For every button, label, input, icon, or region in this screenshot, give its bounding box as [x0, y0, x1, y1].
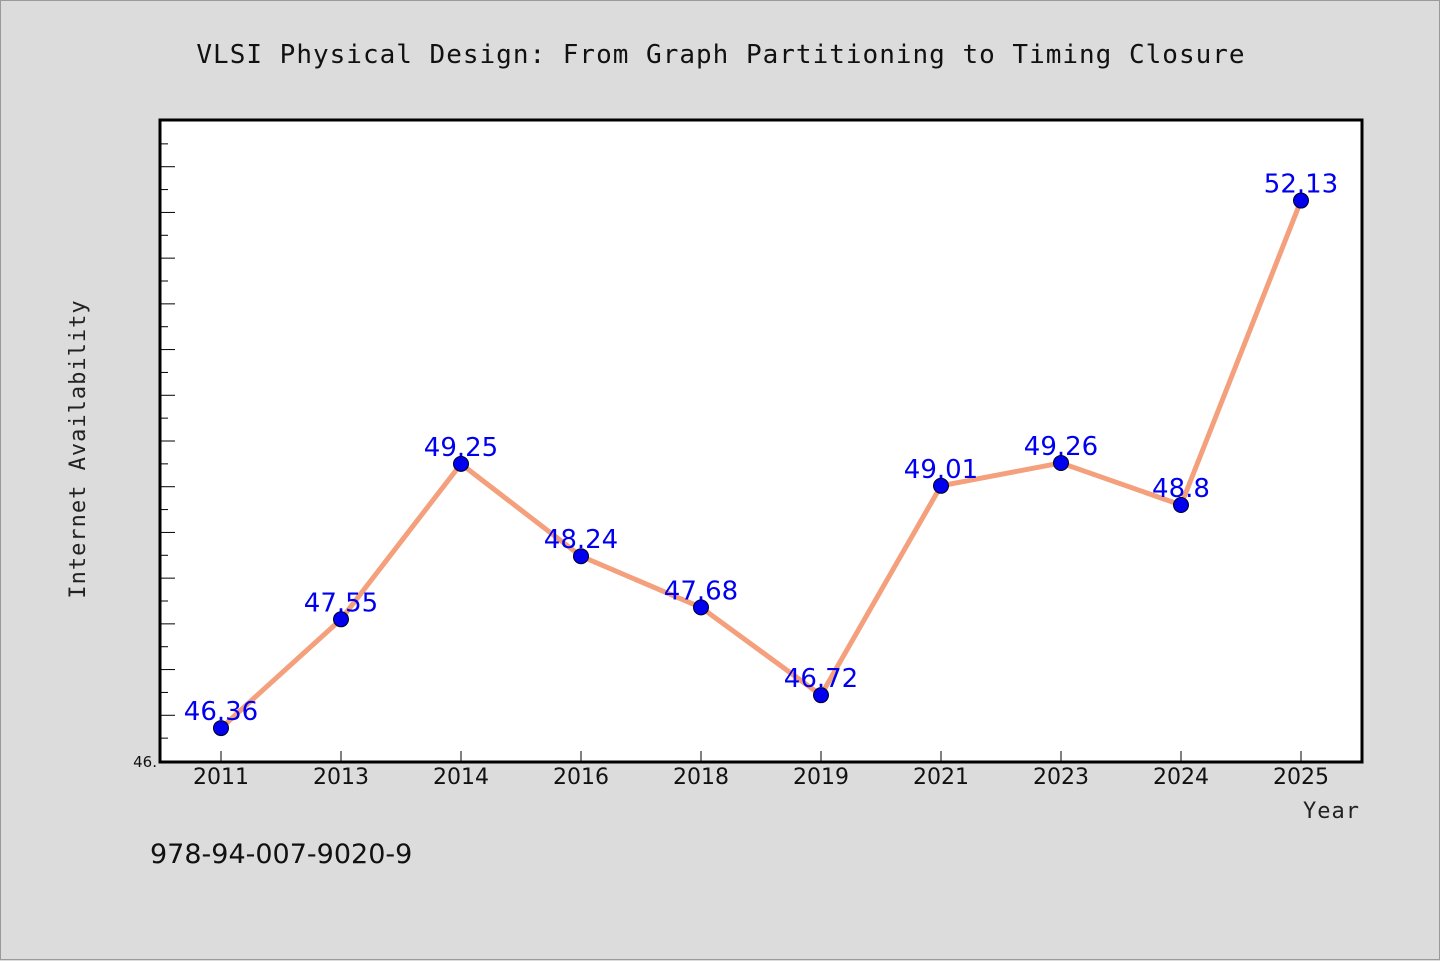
x-tick-label: 2025 — [1273, 765, 1329, 790]
x-axis-tick-labels: 2011 2013 2014 2016 2018 2019 2021 2023 2024 2025 — [193, 765, 1329, 790]
x-tick-label: 2014 — [433, 765, 489, 790]
x-axis-ticks — [220, 751, 1302, 761]
x-tick-label: 2019 — [793, 765, 849, 790]
data-point — [573, 548, 589, 565]
y-tick-label: 46. — [133, 753, 157, 771]
data-label: 49.26 — [1024, 432, 1098, 462]
data-point — [1293, 192, 1309, 209]
data-labels: 46.36 47.55 49.25 48.24 47.68 46.72 49.01 49.26… — [184, 170, 1338, 728]
y-axis-tick-labels: 46. — [133, 753, 157, 771]
data-point — [213, 720, 229, 737]
data-label: 49.25 — [424, 433, 498, 463]
series-line — [218, 198, 1304, 731]
x-tick-label: 2011 — [193, 765, 249, 790]
data-point — [933, 477, 949, 494]
x-axis-label: Year — [1303, 799, 1360, 824]
data-point — [1173, 497, 1189, 513]
data-label: 48.24 — [544, 525, 618, 555]
x-tick-label: 2021 — [913, 765, 969, 790]
data-point — [333, 611, 349, 628]
x-tick-label: 2016 — [553, 765, 609, 790]
data-label: 47.55 — [304, 588, 378, 618]
data-label: 46.72 — [784, 664, 858, 694]
y-axis-label: Internet Availability — [66, 299, 91, 598]
data-label: 52.13 — [1264, 170, 1338, 200]
data-label: 47.68 — [664, 576, 738, 606]
data-label: 46.36 — [184, 697, 258, 727]
chart-title: VLSI Physical Design: From Graph Partiti… — [196, 40, 1245, 70]
x-tick-label: 2024 — [1153, 765, 1209, 790]
data-label: 48.8 — [1152, 474, 1210, 504]
data-label: 49.01 — [904, 455, 978, 485]
plot-area — [158, 118, 1364, 764]
data-point — [813, 687, 829, 704]
y-axis-ticks — [161, 143, 175, 739]
data-point — [453, 455, 469, 472]
data-point — [1053, 454, 1069, 471]
data-markers — [213, 192, 1309, 737]
data-point — [693, 599, 709, 616]
x-tick-label: 2018 — [673, 765, 729, 790]
x-tick-label: 2013 — [313, 765, 369, 790]
x-tick-label: 2023 — [1033, 765, 1089, 790]
isbn-footer: 978-94-007-9020-9 — [150, 839, 412, 870]
